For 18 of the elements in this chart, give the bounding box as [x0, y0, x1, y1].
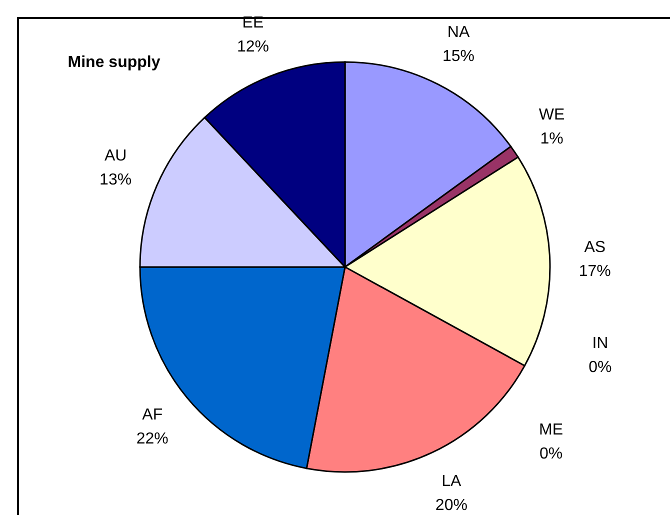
text: 0% [539, 445, 563, 462]
text: Mine supply [68, 54, 160, 71]
slice-label: AS [584, 239, 606, 256]
slice-label: AF [142, 406, 163, 424]
data-label: 13% [100, 172, 132, 189]
data-label: 22% [136, 430, 168, 448]
slice-label: NA [447, 24, 470, 42]
data-label: 12% [236, 38, 269, 56]
slice-label: LA [442, 473, 462, 490]
category-label: ME [539, 421, 564, 438]
category-label: IN [592, 335, 608, 352]
slice-label: WE [538, 106, 565, 124]
data-label: 15% [442, 48, 475, 66]
data-label: 20% [435, 497, 468, 514]
data-label: 1% [540, 130, 564, 148]
slice-label: AU [104, 148, 127, 165]
data-label: 17% [578, 263, 611, 280]
text: 0% [588, 359, 612, 376]
